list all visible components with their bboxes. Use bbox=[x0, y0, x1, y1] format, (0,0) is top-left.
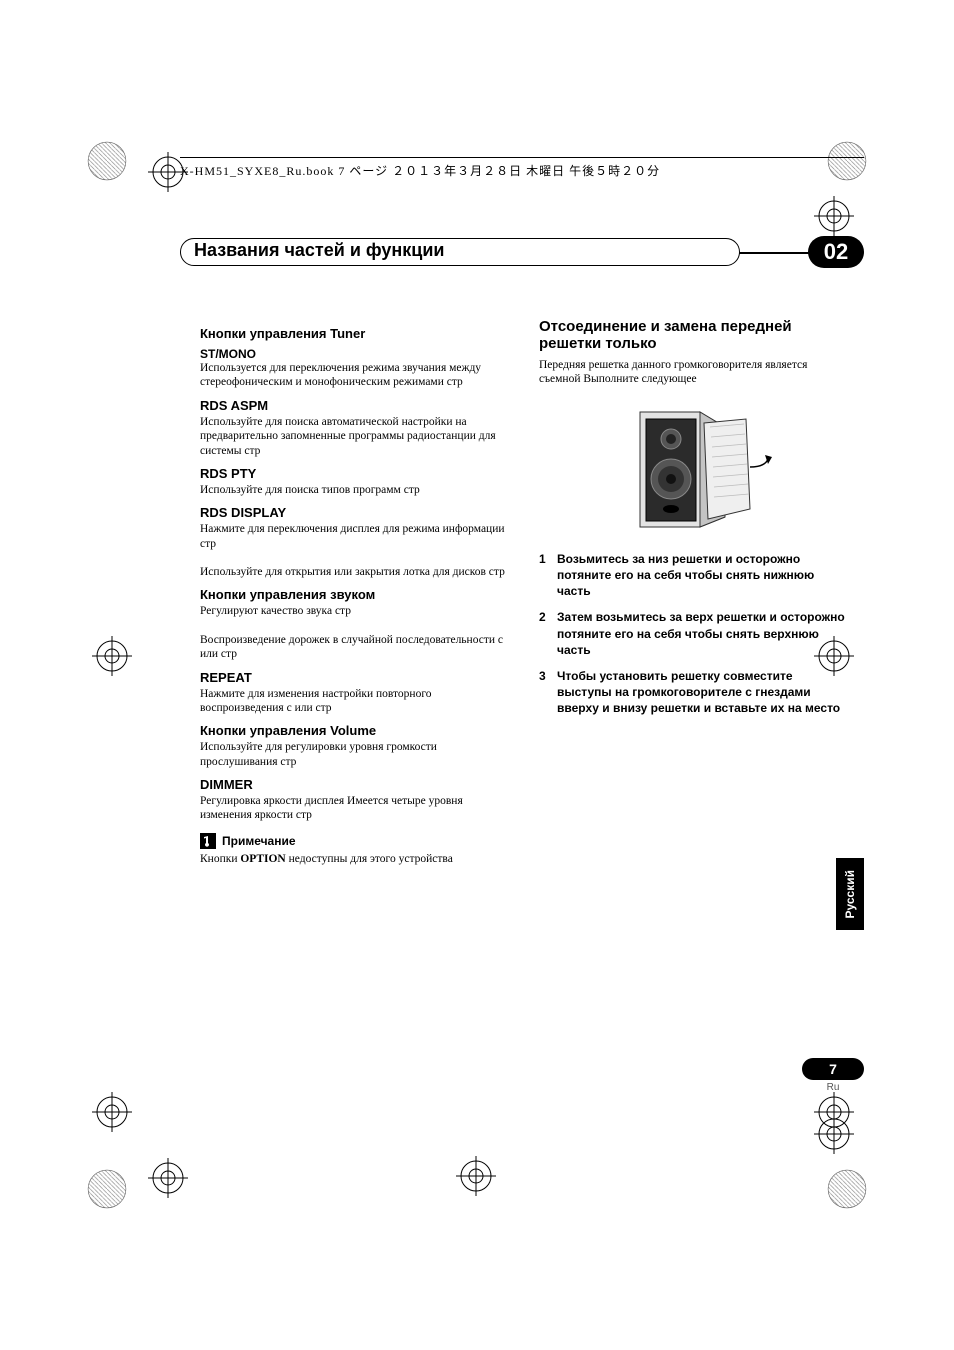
page-number: 7 bbox=[802, 1058, 864, 1080]
print-mark-icon bbox=[826, 1168, 868, 1210]
section-dimmer-title: DIMMER bbox=[200, 777, 511, 792]
grille-title: Отсоединение и замена передней решетки т… bbox=[539, 318, 850, 352]
note-body: Кнопки OPTION недоступны для этого устро… bbox=[200, 853, 511, 865]
chapter-number-badge: 02 bbox=[808, 236, 864, 268]
registration-mark-icon bbox=[814, 196, 854, 236]
section-aspm-title: RDS ASPM bbox=[200, 398, 511, 413]
section-pty-body: Используйте для поиска типов программ ст… bbox=[200, 483, 511, 497]
section-aspm-body: Используйте для поиска автоматической на… bbox=[200, 415, 511, 458]
language-tab: Русский bbox=[836, 858, 864, 930]
chapter-title: Названия частей и функции bbox=[194, 240, 445, 261]
section-tuner-title: Кнопки управления Tuner bbox=[200, 326, 511, 341]
grille-intro: Передняя решетка данного громкоговорител… bbox=[539, 358, 850, 387]
section-pty-title: RDS PTY bbox=[200, 466, 511, 481]
registration-mark-icon bbox=[92, 1092, 132, 1132]
page-number-badge: 7 Ru bbox=[802, 1058, 864, 1093]
section-repeat-body: Нажмите для изменения настройки повторно… bbox=[200, 687, 511, 716]
note-icon bbox=[200, 833, 216, 849]
step-2: 2Затем возьмитесь за верх решетки и осто… bbox=[539, 609, 850, 658]
note-header: Примечание bbox=[200, 833, 511, 849]
left-column: Кнопки управления Tuner ST/MONO Использу… bbox=[200, 318, 511, 865]
framemaker-header: X-HM51_SYXE8_Ru.book 7 ページ ２０１３年３月２８日 木曜… bbox=[180, 157, 864, 179]
chapter-header: Названия частей и функции 02 bbox=[180, 238, 864, 266]
note-label: Примечание bbox=[222, 834, 296, 848]
random-body: Воспроизведение дорожек в случайной посл… bbox=[200, 633, 511, 662]
section-tuner-sub: ST/MONO bbox=[200, 347, 511, 361]
section-volume-body: Используйте для регулировки уровня громк… bbox=[200, 740, 511, 769]
section-display-body: Нажмите для переключения дисплея для реж… bbox=[200, 522, 511, 551]
section-repeat-title: REPEAT bbox=[200, 670, 511, 685]
step-3: 3Чтобы установить решетку совместите выс… bbox=[539, 668, 850, 717]
section-volume-title: Кнопки управления Volume bbox=[200, 723, 511, 738]
right-column: Отсоединение и замена передней решетки т… bbox=[539, 318, 850, 865]
speaker-illustration bbox=[600, 397, 790, 537]
section-display-title: RDS DISPLAY bbox=[200, 505, 511, 520]
registration-mark-icon bbox=[92, 636, 132, 676]
tray-body: Используйте для открытия или закрытия ло… bbox=[200, 565, 511, 579]
section-sound-body: Регулируют качество звука стр bbox=[200, 604, 511, 618]
section-dimmer-body: Регулировка яркости дисплея Имеется четы… bbox=[200, 794, 511, 823]
section-tuner-body: Используется для переключения режима зву… bbox=[200, 361, 511, 390]
registration-mark-icon bbox=[456, 1156, 496, 1196]
page-lang: Ru bbox=[802, 1082, 864, 1093]
print-mark-icon bbox=[86, 1168, 128, 1210]
header-rule bbox=[730, 252, 814, 254]
registration-mark-icon bbox=[814, 1114, 854, 1154]
print-mark-icon bbox=[86, 140, 128, 182]
registration-mark-icon bbox=[148, 1158, 188, 1198]
step-1: 1Возьмитесь за низ решетки и осторожно п… bbox=[539, 551, 850, 600]
section-sound-title: Кнопки управления звуком bbox=[200, 587, 511, 602]
